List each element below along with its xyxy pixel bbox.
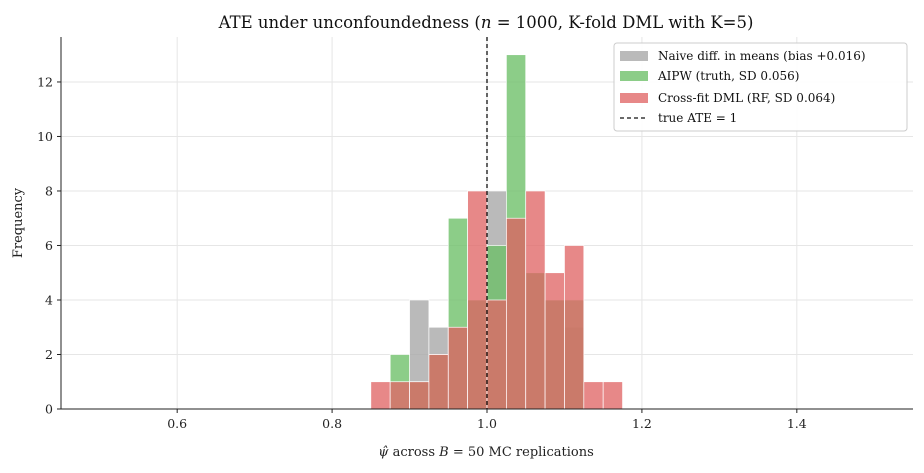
y-tick-label-5: 10 <box>37 129 53 144</box>
bar-series-2-bin-1 <box>389 381 410 410</box>
chart-title: ATE under unconfoundedness (n = 1000, K-… <box>218 13 754 32</box>
y-axis-ticks: 0 2 4 6 8 10 12 <box>37 74 61 417</box>
bar-series-2-bin-6 <box>486 299 507 410</box>
bar-series-2-bin-0 <box>370 381 391 410</box>
x-axis-ticks: 0.6 0.8 1.0 1.2 1.4 <box>167 409 807 431</box>
y-tick-label-0: 0 <box>45 402 53 417</box>
legend-box <box>613 42 908 132</box>
x-tick-label-0: 0.6 <box>167 416 187 431</box>
y-tick-label-4: 8 <box>45 183 53 198</box>
bar-series-2-bin-8 <box>525 190 546 410</box>
legend-swatch-2 <box>620 93 648 103</box>
legend-label-0: Naive diff. in means (bias +0.016) <box>658 49 866 63</box>
x-axis-title: ψ̂ across B = 50 MC replications <box>378 445 594 460</box>
legend-label-vline: true ATE = 1 <box>658 111 737 125</box>
x-tick-label-4: 1.4 <box>787 416 807 431</box>
bar-series-2-bin-5 <box>467 190 488 410</box>
y-tick-label-3: 6 <box>45 238 53 253</box>
bar-series-2-bin-9 <box>544 272 565 410</box>
x-tick-label-1: 0.8 <box>322 416 342 431</box>
y-axis-title: Frequency <box>11 187 26 258</box>
y-tick-label-1: 2 <box>45 347 53 362</box>
bar-series-2-bin-4 <box>447 326 468 410</box>
bar-series-2-bin-12 <box>602 381 623 410</box>
x-tick-label-2: 1.0 <box>477 416 497 431</box>
bar-series-2-bin-11 <box>583 381 604 410</box>
y-tick-label-2: 4 <box>45 292 53 307</box>
legend-label-1: AIPW (truth, SD 0.056) <box>657 69 799 83</box>
legend-label-2: Cross-fit DML (RF, SD 0.064) <box>658 91 835 105</box>
bar-series-2-bin-2 <box>409 381 430 410</box>
legend: Naive diff. in means (bias +0.016) AIPW (… <box>613 42 908 132</box>
bar-series-2-bin-3 <box>428 354 449 410</box>
histogram-bars <box>370 54 623 410</box>
bar-series-2-bin-7 <box>506 217 527 410</box>
legend-swatch-0 <box>620 51 648 61</box>
legend-swatch-1 <box>620 71 648 81</box>
x-tick-label-3: 1.2 <box>632 416 652 431</box>
bar-series-2-bin-10 <box>564 245 585 410</box>
y-tick-label-6: 12 <box>37 74 53 89</box>
